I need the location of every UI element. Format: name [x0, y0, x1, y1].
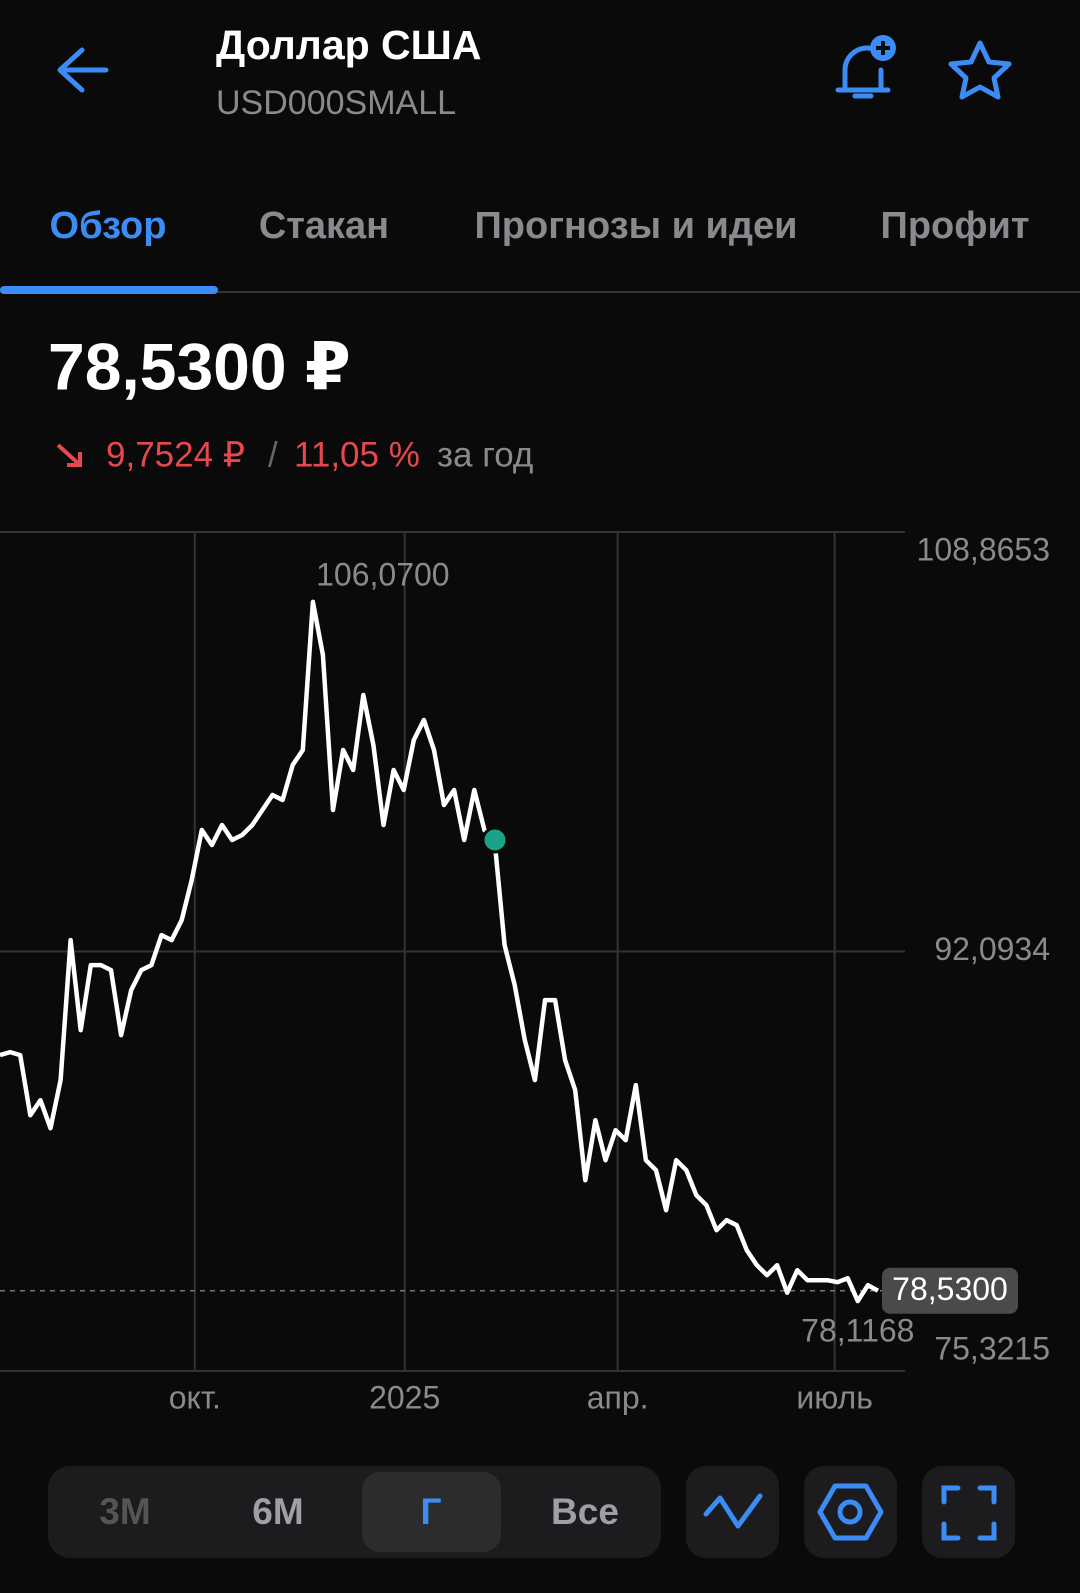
- alert-button[interactable]: [835, 35, 896, 99]
- button-bg: [922, 1466, 1015, 1558]
- range-button[interactable]: Г: [421, 1491, 442, 1532]
- x-tick-label: окт.: [169, 1379, 221, 1415]
- back-icon: [57, 47, 109, 93]
- range-button[interactable]: 3M: [99, 1491, 150, 1532]
- chart-type-button[interactable]: [686, 1466, 779, 1558]
- x-tick-label: 2025: [369, 1379, 440, 1415]
- range-button[interactable]: Все: [551, 1491, 619, 1532]
- range-selector: [48, 1466, 661, 1558]
- hex-icon: [817, 1483, 884, 1541]
- line-icon: [703, 1493, 763, 1529]
- tab-indicator: [0, 286, 218, 294]
- change-period: за год: [437, 435, 533, 474]
- y-tick-label: 108,8653: [917, 531, 1050, 567]
- last-price-label: 78,5300: [892, 1271, 1008, 1307]
- settings-button[interactable]: [804, 1466, 897, 1558]
- fullscreen-button[interactable]: [922, 1466, 1015, 1558]
- max-label: 106,0700: [316, 556, 449, 592]
- y-tick-label: 75,3215: [934, 1330, 1050, 1366]
- change-abs: 9,7524 ₽: [106, 435, 245, 474]
- range-selected: [362, 1472, 501, 1552]
- tab[interactable]: Профит: [881, 205, 1030, 247]
- title: Доллар США: [216, 22, 481, 68]
- tab[interactable]: Обзор: [50, 205, 167, 247]
- chart: 75,3215 92,0934 108,8653 окт. 2025 апр. июль 10…: [0, 531, 1050, 1415]
- event-marker[interactable]: [481, 826, 509, 854]
- price-line: [0, 599, 880, 1304]
- range-button[interactable]: 6M: [252, 1491, 303, 1532]
- min-label: 78,1168: [801, 1313, 914, 1349]
- back-button[interactable]: [57, 47, 109, 93]
- bell-icon: [835, 45, 891, 99]
- x-tick-label: июль: [796, 1379, 873, 1415]
- button-bg: [686, 1466, 779, 1558]
- down-arrow: [56, 443, 82, 467]
- favorite-button[interactable]: [948, 40, 1012, 100]
- x-tick-label: апр.: [587, 1379, 649, 1415]
- y-tick-label: 92,0934: [934, 931, 1050, 967]
- change-sep: /: [268, 435, 278, 474]
- tab[interactable]: Стакан: [259, 205, 389, 247]
- hex-center: [837, 1499, 863, 1525]
- plus-icon: [876, 41, 890, 55]
- tab[interactable]: Прогнозы и идеи: [474, 205, 797, 247]
- expand-icon: [941, 1485, 997, 1541]
- change-pct: 11,05 %: [294, 435, 420, 474]
- ticker: USD000SMALL: [216, 84, 456, 122]
- price: 78,5300 ₽: [48, 329, 351, 403]
- star-icon: [948, 40, 1012, 100]
- button-bg: [804, 1466, 897, 1558]
- last-price-badge: [882, 1267, 1018, 1314]
